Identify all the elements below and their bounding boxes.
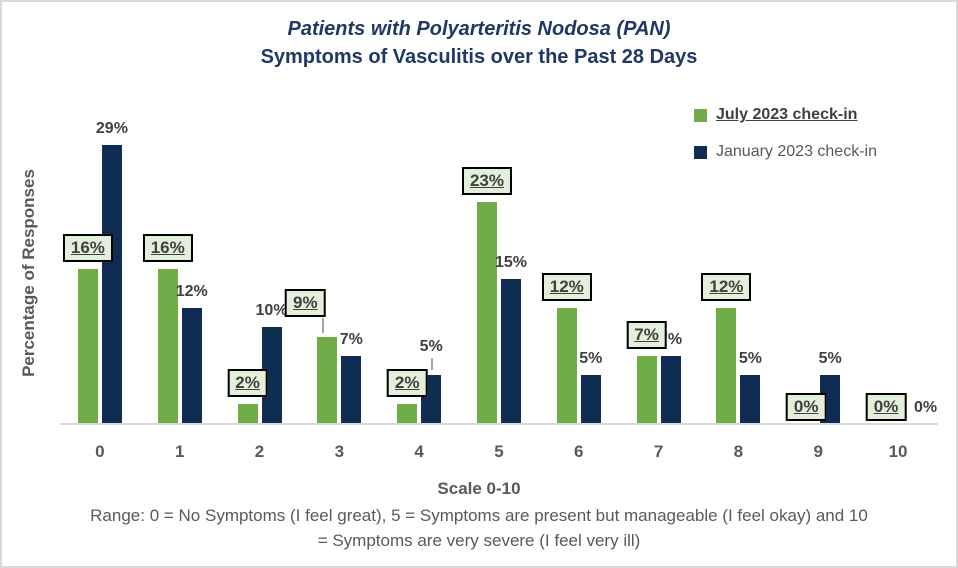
bar-pair-6 (556, 307, 601, 423)
bar-july-8 (716, 307, 737, 423)
bar-pair-7 (636, 355, 681, 423)
data-label-january-2: 10% (255, 302, 288, 319)
bar-pair-0 (77, 144, 122, 423)
bar-pair-3 (317, 336, 362, 423)
bar-july-6 (556, 307, 577, 423)
legend-item-july: July 2023 check-in (694, 106, 877, 124)
x-tick-8: 8 (733, 442, 744, 461)
bar-january-7 (660, 355, 681, 423)
data-label-january-1: 12% (175, 282, 208, 300)
x-tick-10: 10 (888, 442, 908, 461)
bar-january-3 (341, 355, 362, 423)
data-label-january-5: 15% (494, 254, 527, 271)
legend: July 2023 check-in January 2023 check-in (694, 106, 877, 180)
bar-january-2 (261, 327, 282, 423)
data-label-january-8: 5% (738, 350, 762, 367)
x-axis-title: Scale 0-10 (437, 479, 521, 498)
bar-pair-8 (716, 307, 761, 423)
x-tick-4: 4 (414, 442, 424, 461)
bar-january-6 (580, 375, 601, 423)
data-label-july-4: 2% (386, 368, 428, 397)
category-slot-7: 7% 7% 7 (619, 123, 699, 461)
data-label-july-5: 23% (461, 167, 512, 196)
category-slot-0: 16% 29% 0 (60, 119, 140, 461)
x-tick-3: 3 (334, 442, 345, 461)
plot-area: 16% 29% 0 16% 12% 1 2% 10% 2 9% 7% 3 2% 5% 4 23% 15% 5 12%… (60, 119, 938, 461)
legend-swatch-july-icon (694, 108, 707, 122)
leader-line-july-3 (322, 317, 325, 333)
y-axis-title: Percentage of Responses (19, 169, 39, 377)
x-tick-7: 7 (653, 442, 664, 461)
legend-label-july: July 2023 check-in (716, 106, 858, 123)
x-tick-5: 5 (494, 442, 504, 461)
category-slot-9: 0% 5% 9 (778, 123, 858, 461)
bar-january-8 (740, 375, 761, 423)
data-label-july-7: 7% (626, 320, 667, 349)
data-label-july-2: 2% (227, 368, 268, 397)
category-slot-8: 12% 5% 8 (699, 123, 779, 461)
chart-title-line1: Patients with Polyarteritis Nodosa (PAN) (287, 18, 671, 40)
scale-range-note: Range: 0 = No Symptoms (I feel great), 5… (90, 506, 868, 550)
bar-july-3 (317, 336, 338, 423)
category-slot-2: 2% 10% 2 (220, 123, 300, 461)
data-label-january-0: 29% (95, 119, 128, 137)
chart-title: Patients with Polyarteritis Nodosa (PAN)… (2, 15, 956, 71)
legend-label-january: January 2023 check-in (716, 143, 877, 160)
bar-january-5 (500, 279, 521, 423)
bar-pair-1 (157, 269, 202, 423)
bar-july-1 (157, 269, 178, 423)
data-label-january-3: 7% (339, 330, 363, 348)
category-slot-10: 0% 0% 10 (858, 123, 938, 461)
category-slot-6: 12% 5% 6 (539, 123, 619, 461)
data-label-january-10: 0% (914, 399, 938, 416)
x-tick-9: 9 (813, 442, 823, 461)
legend-swatch-january-icon (694, 145, 707, 159)
data-label-july-0: 16% (62, 234, 113, 263)
data-label-july-10: 0% (865, 393, 907, 421)
chart-title-line2: Symptoms of Vasculitis over the Past 28 … (260, 46, 698, 68)
data-label-july-1: 16% (142, 234, 193, 263)
data-label-july-8: 12% (701, 272, 752, 301)
data-label-july-3: 9% (285, 288, 326, 317)
data-label-july-6: 12% (541, 272, 592, 301)
category-slot-1: 16% 12% 1 (140, 123, 220, 461)
bar-january-1 (181, 307, 202, 423)
legend-item-january: January 2023 check-in (694, 143, 877, 161)
x-tick-6: 6 (574, 442, 584, 461)
bar-pair-2 (237, 327, 282, 423)
x-tick-0: 0 (95, 442, 105, 461)
bar-pair-5 (476, 202, 521, 423)
data-label-january-4: 5% (419, 338, 443, 355)
footer: Scale 0-10 Range: 0 = No Symptoms (I fee… (2, 479, 956, 553)
x-tick-2: 2 (254, 442, 265, 461)
leader-line-january-4 (431, 358, 434, 370)
category-slot-5: 23% 15% 5 (459, 123, 539, 461)
bar-july-0 (77, 269, 98, 423)
bar-july-7 (636, 355, 657, 423)
data-label-january-6: 5% (579, 350, 603, 367)
bar-july-4 (397, 403, 418, 423)
bar-july-2 (237, 403, 258, 423)
data-label-july-9: 0% (785, 393, 827, 421)
bar-july-5 (476, 202, 497, 423)
x-tick-1: 1 (174, 442, 185, 461)
category-slot-3: 9% 7% 3 (285, 123, 379, 461)
bar-january-0 (101, 144, 122, 423)
y-axis-title-wrap: Percentage of Responses (16, 123, 42, 423)
category-slot-4: 2% 5% 4 (379, 123, 459, 461)
data-label-january-9: 5% (818, 350, 842, 367)
